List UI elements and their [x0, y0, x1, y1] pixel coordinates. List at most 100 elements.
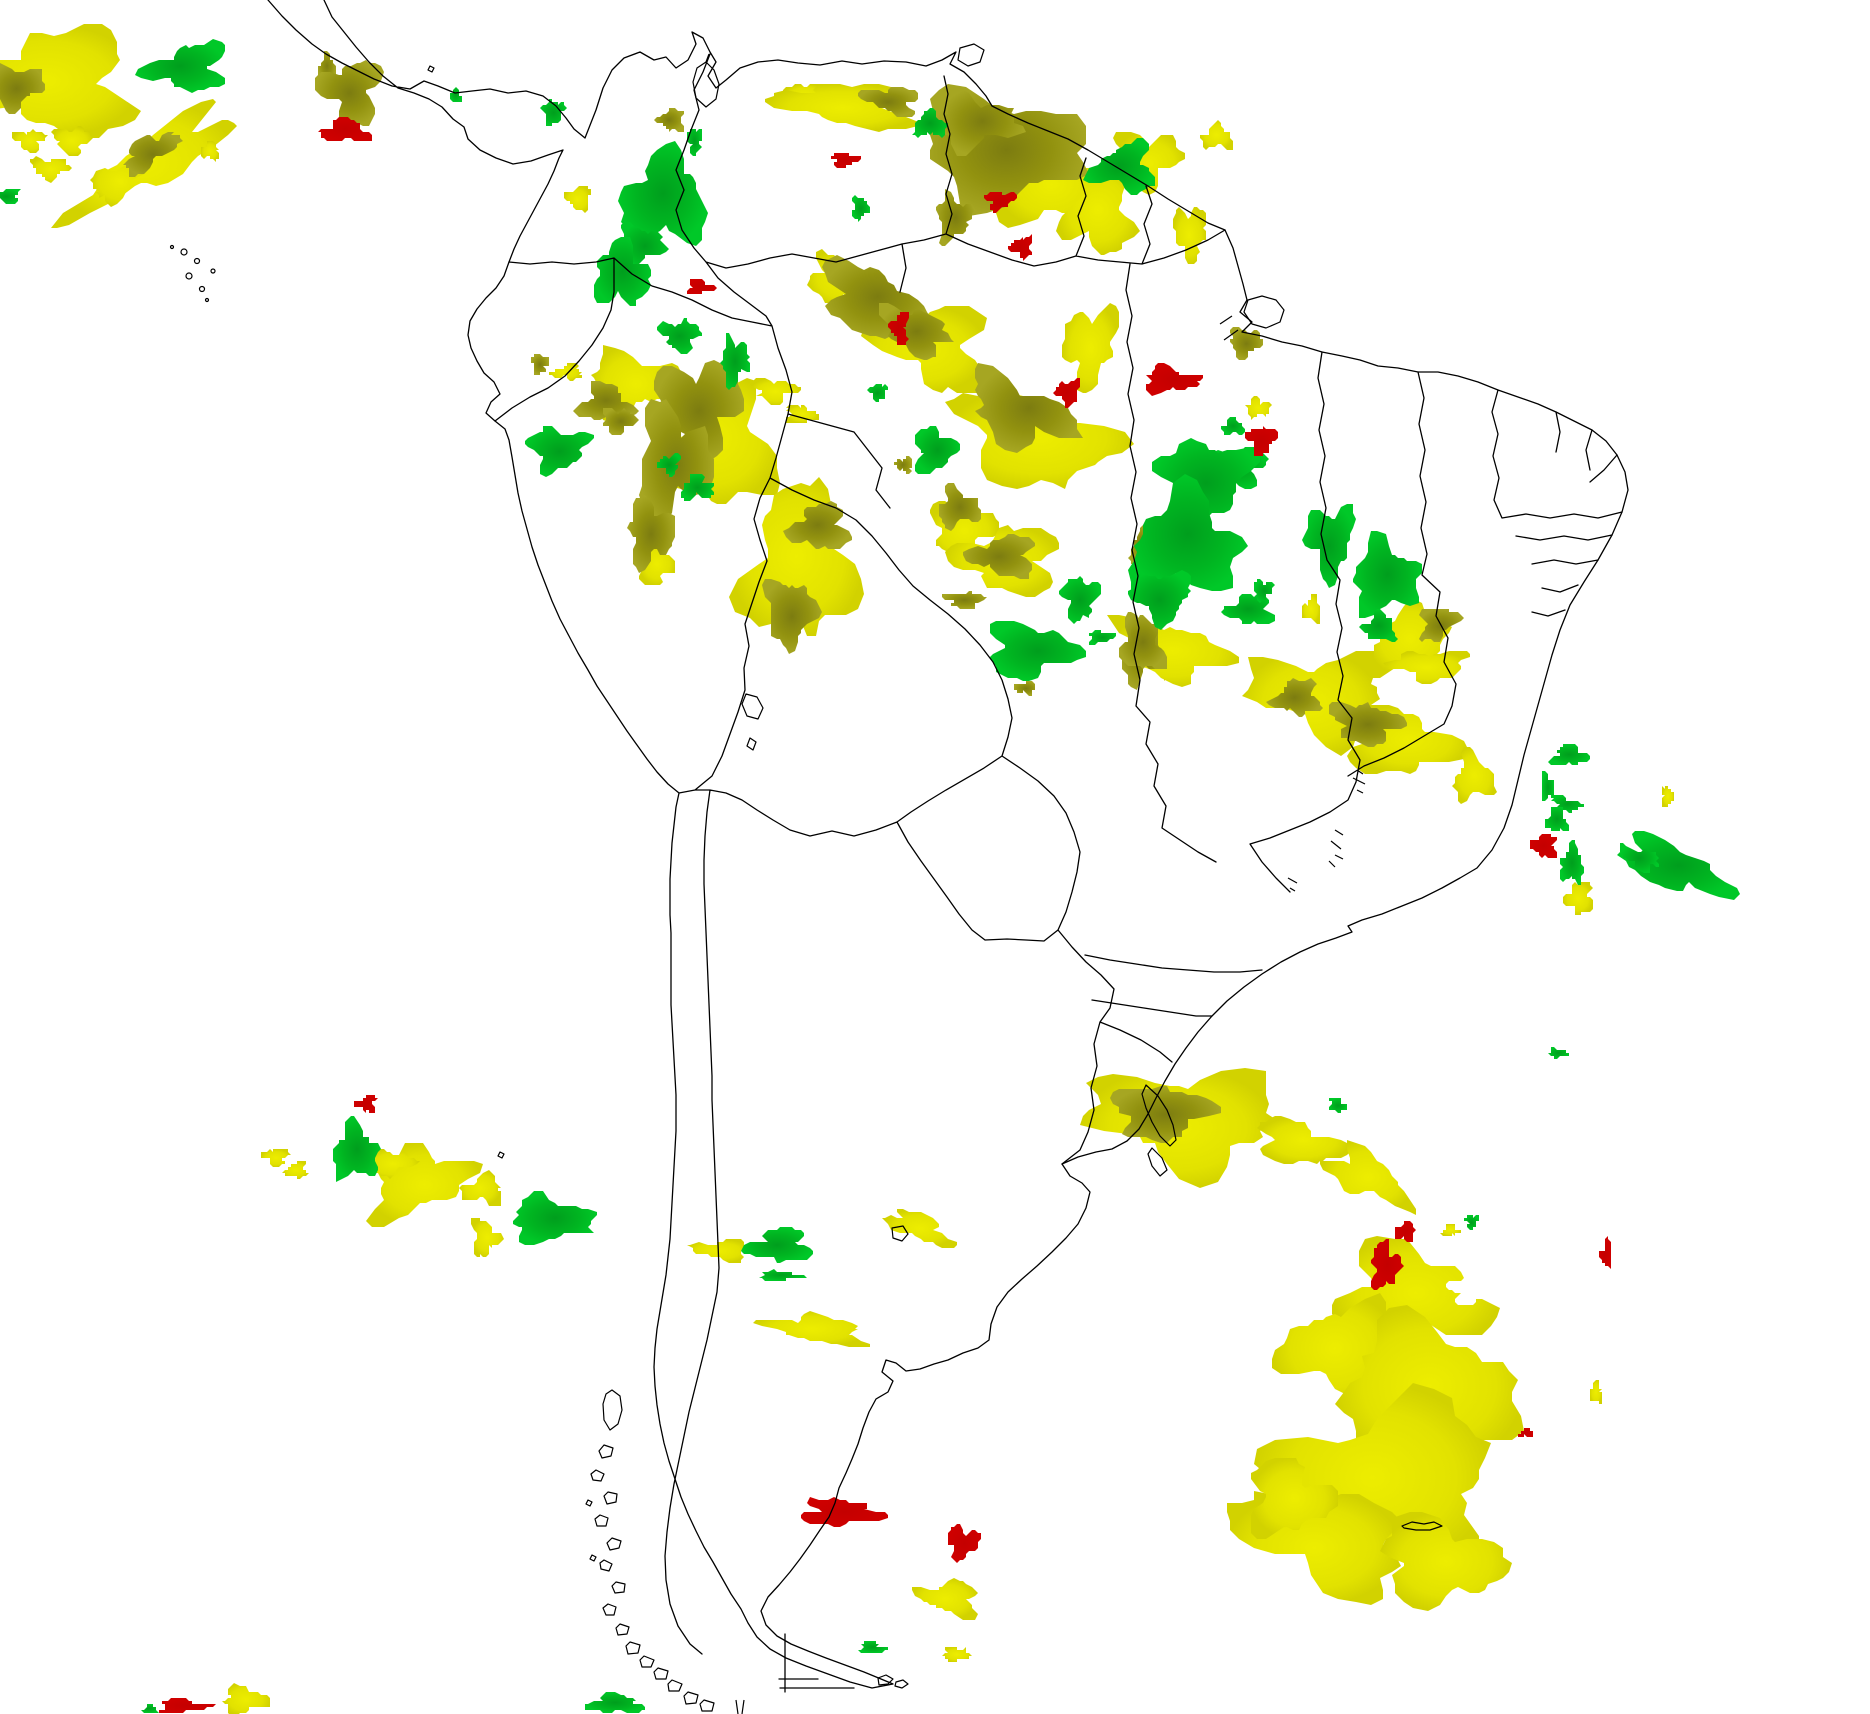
- cloud-blob-olive: [936, 189, 975, 246]
- cloud-blob-olive: [894, 456, 912, 474]
- cloud-blob-yellow: [1563, 882, 1593, 915]
- cloud-blob-olive: [654, 360, 744, 462]
- cloud-blob-green: [513, 1191, 597, 1245]
- cloud-blob-green: [585, 1692, 645, 1713]
- cloud-blob-green: [1329, 1098, 1347, 1113]
- cloud-blob-green: [741, 1227, 813, 1263]
- cloud-blob-red: [888, 312, 909, 345]
- cloud-blob-olive: [315, 60, 384, 126]
- cloud-blob-green: [687, 126, 702, 156]
- cloud-blob-yellow: [753, 1311, 870, 1347]
- cloud-blob-yellow: [1056, 165, 1140, 255]
- cloud-blob-olive: [858, 87, 918, 117]
- coastline-americas: [267, 0, 1629, 1689]
- cloud-blob-olive: [963, 534, 1035, 579]
- cloud-blob-green: [657, 453, 681, 477]
- cloud-blob-red: [1530, 834, 1557, 858]
- cloud-blob-olive: [1230, 327, 1263, 360]
- cloud-blob-yellow: [1245, 396, 1272, 420]
- cloud-blob-yellow: [942, 1647, 972, 1662]
- cloud-blob-yellow: [1440, 1224, 1461, 1236]
- cloud-blob-olive: [939, 87, 1026, 156]
- cloud-blob-green: [1548, 744, 1590, 765]
- cloud-blob-green: [720, 333, 750, 390]
- cloud-blob-yellow: [1173, 207, 1206, 264]
- cloud-blob-yellow: [51, 126, 93, 156]
- cloud-blob-yellow: [1257, 1116, 1350, 1164]
- cloud-blob-yellow: [729, 477, 864, 636]
- cloud-blob-red: [1053, 378, 1080, 408]
- cloud-blob-olive: [1119, 615, 1167, 669]
- cloud-blob-red: [831, 153, 861, 168]
- cloud-blob-red: [1008, 234, 1032, 261]
- cloud-blob-green: [618, 141, 708, 246]
- cloud-blob-red: [801, 1497, 888, 1527]
- cloud-blob-yellow: [1452, 747, 1497, 804]
- cloud-blob-yellow: [1200, 120, 1233, 150]
- cloud-blob-red: [1146, 363, 1203, 396]
- cloud-blob-green: [1221, 594, 1275, 624]
- cloud-blob-green: [990, 621, 1086, 681]
- cloud-blob-olive: [627, 495, 675, 573]
- islands-and-lakes: [427, 43, 1443, 1714]
- cloud-blob-red: [159, 1698, 216, 1713]
- cloud-blob-green: [135, 39, 225, 93]
- cloud-blob-green: [1128, 474, 1248, 594]
- cloud-blob-green: [1059, 576, 1101, 624]
- cloud-blob-green: [1542, 771, 1554, 804]
- cloud-blob-yellow: [1383, 651, 1470, 684]
- cloud-blob-green: [1464, 1215, 1479, 1230]
- galapagos-islands: [169, 244, 216, 303]
- cloud-blob-red: [1395, 1221, 1416, 1242]
- cloud-blob-green: [912, 108, 948, 138]
- cloud-blob-yellow: [12, 129, 48, 153]
- country-borders: [494, 53, 1226, 1693]
- cloud-blob-yellow: [549, 363, 582, 381]
- cloud-blob-green: [540, 99, 567, 126]
- cloud-blob-red: [1518, 1428, 1533, 1437]
- cloud-blob-white: [1446, 1278, 1497, 1305]
- cloud-blob-green: [594, 237, 651, 306]
- cloud-blob-olive: [762, 579, 822, 654]
- cloud-blob-olive: [942, 591, 987, 609]
- cloud-blob-yellow: [750, 378, 801, 405]
- cloud-blob-yellow: [564, 186, 591, 213]
- cloud-blob-green: [1302, 504, 1356, 588]
- cloud-blob-green: [915, 426, 960, 474]
- cloud-blob-olive: [531, 354, 549, 375]
- cloud-blob-yellow: [0, 24, 141, 138]
- cloud-blob-yellow: [786, 405, 819, 423]
- cloud-overlay-layer: [0, 24, 1740, 1714]
- cloud-blob-green: [1620, 843, 1659, 873]
- cloud-blob-green: [681, 474, 714, 501]
- cloud-blob-yellow: [222, 1683, 270, 1714]
- cloud-blob-olive: [603, 408, 639, 435]
- cloud-blob-green: [1560, 840, 1584, 885]
- cloud-blob-green: [657, 318, 702, 354]
- cloud-blob-red: [687, 279, 717, 294]
- cloud-blob-red: [1599, 1236, 1611, 1269]
- cloud-blob-green: [0, 189, 21, 204]
- cloud-blob-olive: [0, 63, 45, 114]
- cloud-blob-green: [756, 1269, 807, 1281]
- cloud-blob-yellow: [459, 1170, 501, 1206]
- cloud-blob-green: [1089, 630, 1116, 645]
- cloud-blob-olive: [939, 483, 981, 531]
- cloud-blob-green: [1128, 570, 1191, 630]
- cloud-blob-green: [1617, 831, 1740, 900]
- cloud-blob-green: [1353, 531, 1422, 618]
- map-borders-layer: [169, 0, 1629, 1714]
- cloud-blob-olive: [783, 501, 852, 549]
- cloud-blob-green: [858, 1641, 888, 1653]
- cloud-blob-green: [138, 1704, 159, 1713]
- cloud-blob-yellow: [201, 141, 219, 162]
- cloud-blob-yellow: [261, 1149, 291, 1167]
- cloud-blob-olive: [123, 132, 183, 177]
- cloud-blob-red: [984, 192, 1017, 213]
- cloud-blob-yellow: [1662, 786, 1674, 807]
- cloud-blob-red: [1371, 1239, 1404, 1290]
- cloud-blob-olive: [1110, 1086, 1221, 1143]
- cloud-blob-yellow: [30, 156, 72, 183]
